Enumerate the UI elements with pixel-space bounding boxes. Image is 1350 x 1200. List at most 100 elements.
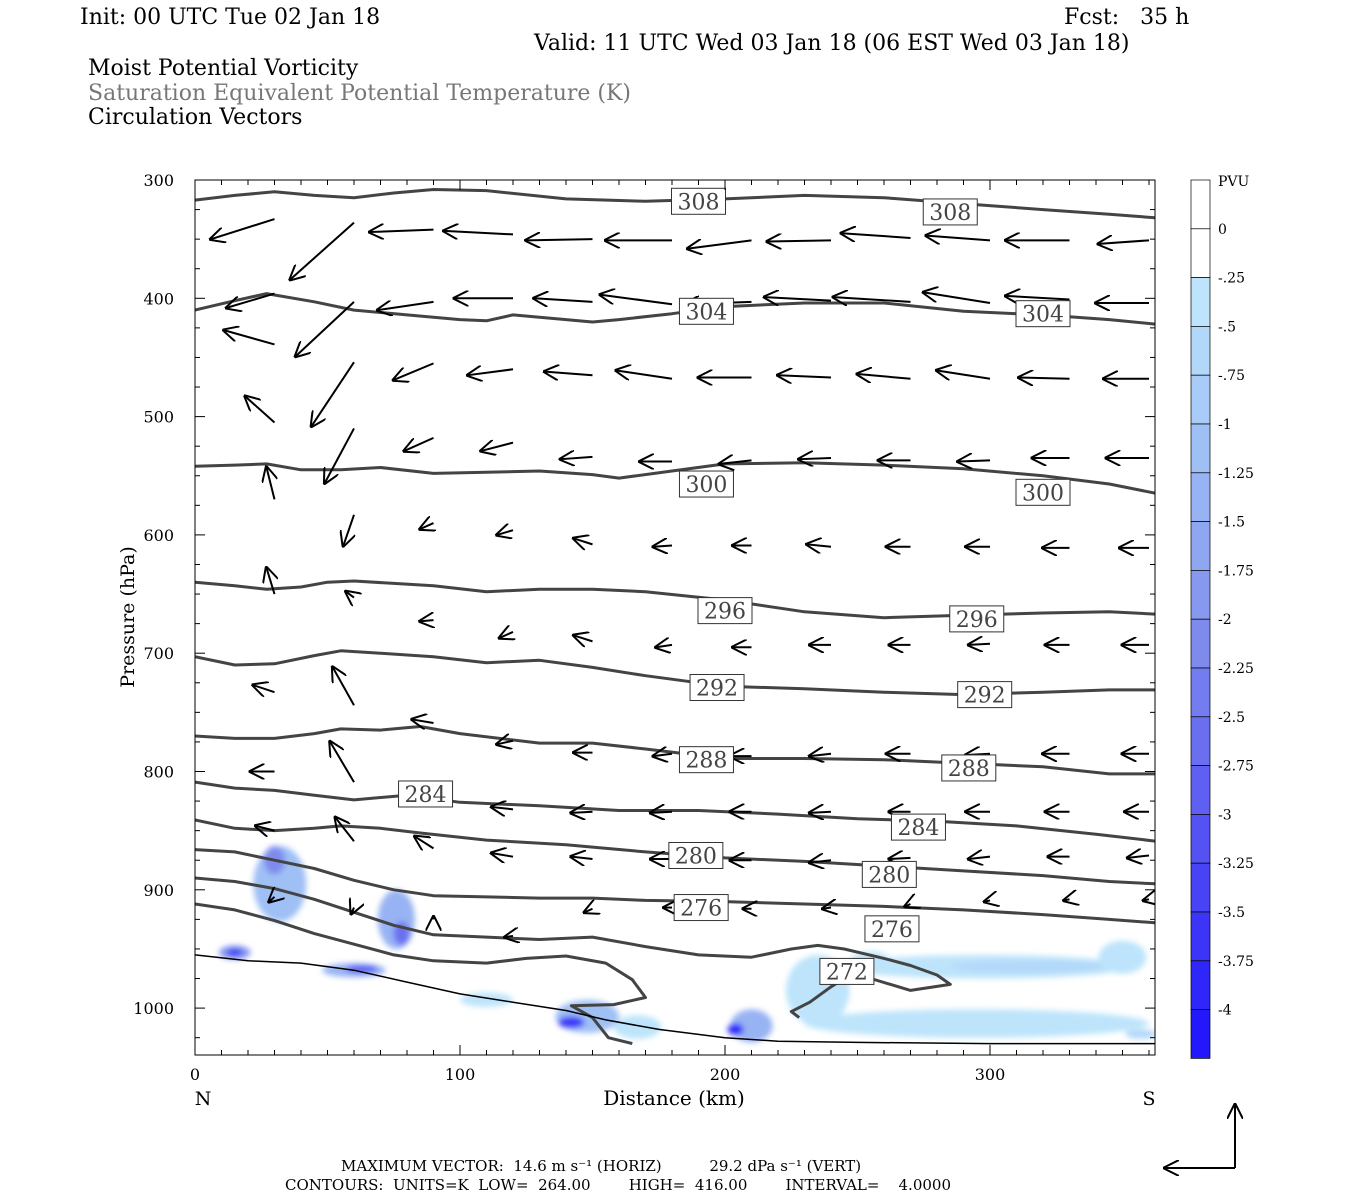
field-title-pv: Moist Potential Vorticity <box>88 56 359 81</box>
vector-22 <box>1006 296 1070 300</box>
vector-103 <box>810 860 832 862</box>
contour-label-6: 296 <box>704 600 746 625</box>
vector-60 <box>267 568 275 595</box>
contour-label-box-6 <box>697 597 753 625</box>
contour-284 <box>195 780 1155 843</box>
pv-region-12 <box>730 1009 773 1043</box>
init-time: Init: 00 UTC Tue 02 Jan 18 <box>80 5 381 30</box>
colorbar-label-2: -.5 <box>1218 319 1236 335</box>
vector-32 <box>858 374 911 379</box>
vector-62 <box>420 620 433 621</box>
vector-34 <box>1019 378 1070 379</box>
vector-105 <box>969 857 991 859</box>
contour-settings-note: CONTOURS: UNITS=K LOW= 264.00 HIGH= 416.… <box>285 1176 951 1194</box>
vector-63 <box>500 632 513 638</box>
valid-time: Valid: 11 UTC Wed 03 Jan 18 (06 EST Wed … <box>534 31 1130 56</box>
pv-region-5 <box>226 948 243 957</box>
contour-label-box-10 <box>678 746 734 774</box>
pv-region-20 <box>1125 1029 1155 1039</box>
colorbar-swatch-1 <box>1190 228 1211 278</box>
y-tick-label-700: 700 <box>143 644 174 663</box>
vector-4 <box>526 239 593 240</box>
y-tick-label-400: 400 <box>143 289 174 308</box>
vector-17 <box>600 295 673 306</box>
vector-13 <box>296 301 355 356</box>
colorbar-swatch-3 <box>1190 326 1211 376</box>
vector-64 <box>574 635 593 641</box>
vector-119 <box>1144 899 1149 900</box>
vector-65 <box>656 645 673 647</box>
colorbar-swatch-15 <box>1190 911 1211 962</box>
vector-28 <box>545 372 593 376</box>
colorbar-label-7: -1.75 <box>1218 563 1254 579</box>
vector-97 <box>335 818 355 842</box>
y-tick-label-1000: 1000 <box>133 999 174 1018</box>
vector-100 <box>571 857 593 859</box>
vector-107 <box>1128 855 1150 857</box>
vector-89 <box>651 812 673 813</box>
contour-label-15: 280 <box>868 863 910 888</box>
contour-label-box-8 <box>689 674 745 702</box>
vector-36 <box>245 396 276 424</box>
vector-72 <box>253 685 275 692</box>
vector-49 <box>343 514 354 546</box>
vector-61 <box>346 592 354 598</box>
vector-50 <box>420 523 433 529</box>
axes: 300 400 500 600 700 800 900 1000 0 100 200 300 <box>133 171 1155 1084</box>
vector-79 <box>810 754 832 756</box>
vector-9 <box>926 236 991 241</box>
pv-region-13 <box>727 1023 744 1036</box>
vector-12 <box>227 292 275 308</box>
contour-label-2: 304 <box>685 300 727 325</box>
colorbar-label-4: -1 <box>1218 417 1232 433</box>
colorbar-label-15: -3.75 <box>1218 954 1254 970</box>
vector-116 <box>905 904 910 906</box>
vector-117 <box>985 900 990 901</box>
field-title-vectors: Circulation Vectors <box>88 105 303 130</box>
pv-region-10 <box>558 1016 585 1029</box>
colorbar-swatch-8 <box>1190 570 1211 620</box>
colorbar-label-12: -3 <box>1218 807 1232 823</box>
contour-label-16: 276 <box>680 897 722 922</box>
vector-0 <box>211 218 275 239</box>
vector-85 <box>330 742 355 783</box>
vector-8 <box>842 233 911 238</box>
vector-98 <box>415 837 435 849</box>
vector-87 <box>492 807 514 809</box>
vector-109 <box>351 908 354 914</box>
vector-14 <box>378 302 434 310</box>
vector-91 <box>810 812 832 813</box>
forecast-hour: Fcst: 35 h <box>1064 5 1190 30</box>
colorbar-label-5: -1.25 <box>1218 466 1254 482</box>
colorbar-swatch-9 <box>1190 618 1211 669</box>
contour-label-13: 284 <box>897 816 939 841</box>
pv-region-16 <box>804 1009 1149 1038</box>
contour-label-14: 280 <box>675 844 717 869</box>
contour-280 <box>195 818 1155 886</box>
contour-label-box-17 <box>864 915 920 943</box>
x-axis-south-label: S <box>1142 1088 1155 1110</box>
colorbar-label-9: -2.25 <box>1218 661 1254 677</box>
plot-frame <box>194 179 1156 1056</box>
vector-25 <box>312 361 355 426</box>
colorbar-swatch-17 <box>1190 1009 1211 1059</box>
y-tick-label-800: 800 <box>143 763 174 782</box>
contour-label-box-14 <box>668 841 724 869</box>
vector-7 <box>767 240 832 241</box>
contour-label-0: 308 <box>678 190 720 215</box>
colorbar-swatch-7 <box>1190 521 1211 571</box>
vector-52 <box>574 538 593 544</box>
colorbar-label-11: -2.75 <box>1218 759 1254 775</box>
colorbar-swatch-4 <box>1190 374 1211 425</box>
reference-vector-icon <box>1165 1105 1235 1168</box>
contour-label-box-16 <box>673 894 729 922</box>
contour-label-box-1 <box>922 198 978 226</box>
vector-27 <box>468 369 514 375</box>
contour-label-11: 288 <box>948 757 990 782</box>
contour-label-box-18 <box>819 957 875 985</box>
contour-label-box-5 <box>1015 478 1071 506</box>
vector-112 <box>585 909 593 913</box>
contour-label-box-11 <box>941 754 997 782</box>
colorbar-label-10: -2.5 <box>1218 710 1245 726</box>
contour-label-7: 296 <box>956 608 998 633</box>
